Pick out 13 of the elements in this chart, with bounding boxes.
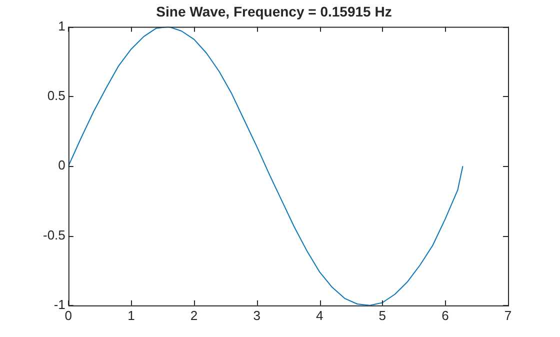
chart-title: Sine Wave, Frequency = 0.15915 Hz bbox=[156, 3, 392, 20]
x-tick-label: 7 bbox=[504, 308, 512, 323]
y-tick-label: -1 bbox=[54, 296, 66, 312]
x-tick-label: 6 bbox=[442, 308, 449, 323]
y-tick-label: 0.5 bbox=[47, 88, 66, 104]
y-tick-label: -0.5 bbox=[42, 227, 66, 242]
x-tick-label: 5 bbox=[378, 308, 386, 323]
y-tick-label: 0 bbox=[58, 158, 66, 173]
y-tick-label: 1 bbox=[58, 18, 66, 34]
x-tick-label: 1 bbox=[128, 308, 135, 323]
x-tick-label: 2 bbox=[190, 308, 198, 323]
x-tick-label: 4 bbox=[316, 308, 324, 323]
x-tick-label: 3 bbox=[253, 308, 260, 323]
